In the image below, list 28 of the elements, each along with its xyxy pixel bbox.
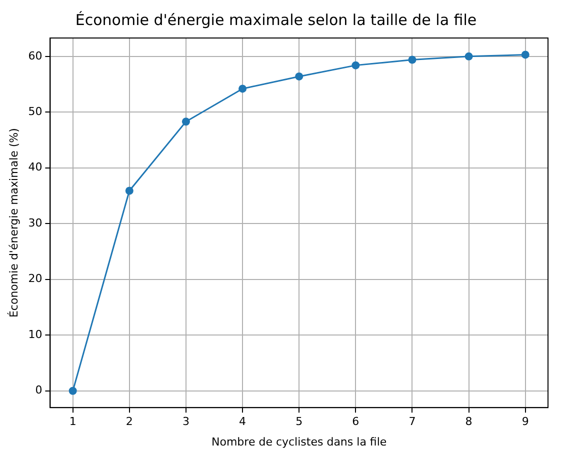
x-tick-label: 5 bbox=[296, 415, 303, 428]
x-tick-label: 3 bbox=[182, 415, 190, 428]
x-tick-label: 9 bbox=[522, 415, 529, 428]
x-axis-title: Nombre de cyclistes dans la file bbox=[212, 435, 387, 448]
y-tick-label: 20 bbox=[28, 272, 42, 286]
point bbox=[295, 72, 304, 80]
point bbox=[125, 186, 134, 195]
point bbox=[464, 52, 473, 60]
y-axis-title: Économie d'énergie maximale (%) bbox=[6, 128, 20, 318]
y-tick-label: 40 bbox=[28, 160, 42, 174]
point bbox=[68, 386, 77, 395]
point bbox=[352, 61, 360, 70]
x-tick-label: 8 bbox=[465, 415, 472, 428]
x-tick-label: 7 bbox=[408, 415, 416, 428]
x-tick-label: 2 bbox=[126, 415, 133, 428]
chart-title: Économie d'énergie maximale selon la taille de la file bbox=[75, 10, 477, 29]
point bbox=[408, 56, 416, 64]
point bbox=[182, 118, 190, 126]
y-tick-label: 60 bbox=[28, 49, 42, 62]
point bbox=[238, 84, 247, 93]
y-tick-label: 0 bbox=[35, 384, 42, 397]
y-tick-label: 30 bbox=[28, 216, 42, 230]
x-tick-label: 1 bbox=[69, 415, 76, 428]
x-tick-label: 6 bbox=[352, 415, 360, 428]
y-tick-label: 50 bbox=[28, 105, 42, 118]
x-tick-label: 4 bbox=[239, 415, 246, 428]
point bbox=[521, 50, 530, 59]
y-tick-label: 10 bbox=[28, 328, 42, 341]
